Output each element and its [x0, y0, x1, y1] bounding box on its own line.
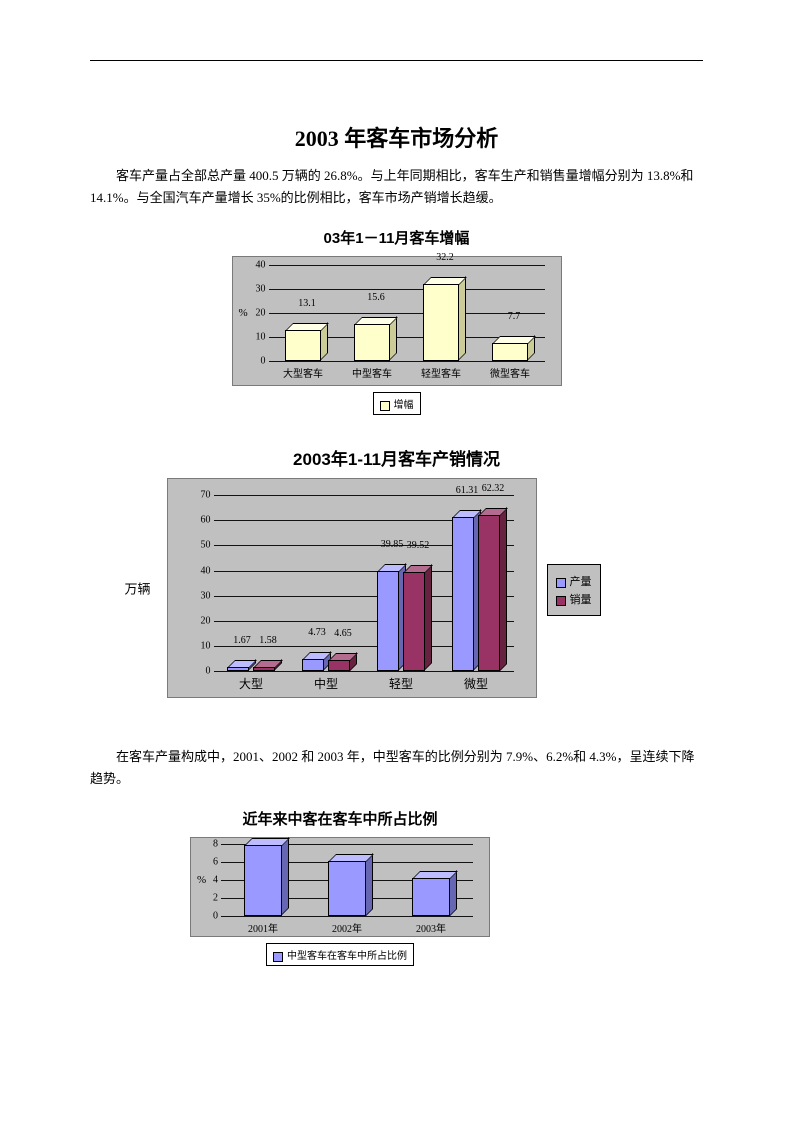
chart3-wrap: 近年来中客在客车中所占比例 024682001年2002年2003年 % 中型客… — [190, 808, 490, 966]
chart1-legend-wrap: 增幅 — [232, 392, 562, 415]
legend-item: 产量 — [556, 573, 592, 589]
bar — [478, 515, 500, 672]
chart3-frame: 024682001年2002年2003年 % — [190, 837, 490, 937]
xcat: 轻型 — [389, 671, 413, 692]
value-label: 61.31 — [456, 485, 479, 496]
value-label: 7.7 — [508, 311, 521, 322]
chart1-frame: 01020304013.1大型客车15.6中型客车32.2轻型客车7.7微型客车… — [232, 256, 562, 386]
ytick: 40 — [201, 565, 214, 576]
ytick: 10 — [256, 332, 269, 343]
chart1-wrap: 03年1－11月客车增幅 01020304013.1大型客车15.6中型客车32… — [232, 227, 562, 415]
chart1-title: 03年1－11月客车增幅 — [232, 227, 562, 248]
legend-swatch — [273, 952, 283, 962]
value-label: 39.52 — [407, 540, 430, 551]
xcat: 微型 — [464, 671, 488, 692]
xcat: 大型客车 — [283, 361, 323, 380]
ytick: 20 — [201, 615, 214, 626]
chart3-legend: 中型客车在客车中所占比例 — [266, 943, 414, 966]
value-label: 4.73 — [308, 627, 326, 638]
xcat: 轻型客车 — [421, 361, 461, 380]
legend-swatch — [556, 578, 566, 588]
ytick: 50 — [201, 540, 214, 551]
chart2-ylabel: 万辆 — [125, 579, 151, 598]
chart1-plot: 01020304013.1大型客车15.6中型客车32.2轻型客车7.7微型客车 — [269, 265, 545, 361]
ytick: 0 — [261, 356, 269, 367]
bar — [354, 324, 390, 361]
chart1-legend: 增幅 — [373, 392, 421, 415]
xcat: 2002年 — [332, 916, 362, 935]
ytick: 40 — [256, 260, 269, 271]
bar — [285, 330, 321, 361]
chart1-ylabel: % — [239, 307, 266, 319]
xcat: 2003年 — [416, 916, 446, 935]
chart2-plot: 0102030405060701.671.58大型4.734.65中型39.85… — [214, 495, 514, 671]
ytick: 8 — [213, 839, 221, 850]
bar — [328, 861, 366, 917]
mid-paragraph: 在客车产量构成中，2001、2002 和 2003 年，中型客车的比例分别为 7… — [90, 746, 703, 790]
legend-swatch — [556, 596, 566, 606]
ytick: 30 — [256, 284, 269, 295]
chart2-title: 2003年1-11月客车产销情况 — [167, 445, 627, 470]
ytick: 70 — [201, 490, 214, 501]
legend-label: 销量 — [570, 594, 592, 606]
chart3-ylabel: % — [197, 874, 224, 886]
ytick: 6 — [213, 857, 221, 868]
chart1-legend-text: 增幅 — [394, 400, 414, 411]
chart3-plot: 024682001年2002年2003年 — [221, 844, 473, 916]
bar — [244, 845, 282, 916]
ytick: 30 — [201, 590, 214, 601]
chart2-frame: 0 10 20 30 40 50 60 70 1.67 1.58 大型 4.73 4.65 中型 39.85… — [167, 478, 537, 698]
legend-item: 销量 — [556, 591, 592, 607]
value-label: 1.67 — [233, 635, 251, 646]
chart2-wrap: 2003年1-11月客车产销情况 0 10 20 30 40 50 60 70 1.67 1.58… — [167, 445, 627, 698]
bar — [492, 343, 528, 361]
xcat: 中型 — [314, 671, 338, 692]
xcat: 大型 — [239, 671, 263, 692]
page-title: 2003 年客车市场分析 — [90, 121, 703, 153]
ytick: 0 — [213, 911, 221, 922]
chart3-legend-wrap: 中型客车在客车中所占比例 — [190, 943, 490, 966]
ytick: 2 — [213, 893, 221, 904]
chart3-legend-text: 中型客车在客车中所占比例 — [287, 951, 407, 962]
value-label: 39.85 — [381, 539, 404, 550]
bar — [403, 572, 425, 671]
value-label: 1.58 — [259, 635, 277, 646]
intro-paragraph: 客车产量占全部总产量 400.5 万辆的 26.8%。与上年同期相比，客车生产和… — [90, 165, 703, 209]
bar — [377, 571, 399, 671]
bar — [412, 878, 450, 917]
top-rule — [90, 60, 703, 61]
xcat: 微型客车 — [490, 361, 530, 380]
chart2-legend: 产量销量 — [547, 564, 601, 616]
legend-label: 产量 — [570, 576, 592, 588]
ytick: 60 — [201, 515, 214, 526]
legend-swatch — [380, 401, 390, 411]
bar — [328, 660, 350, 672]
chart3-title: 近年来中客在客车中所占比例 — [190, 808, 490, 829]
bar — [452, 517, 474, 671]
value-label: 4.65 — [334, 628, 352, 639]
xcat: 2001年 — [248, 916, 278, 935]
value-label: 13.1 — [298, 298, 316, 309]
bar — [423, 284, 459, 361]
value-label: 32.2 — [436, 252, 454, 263]
value-label: 15.6 — [367, 292, 385, 303]
bar — [302, 659, 324, 671]
xcat: 中型客车 — [352, 361, 392, 380]
ytick: 10 — [201, 641, 214, 652]
ytick: 0 — [206, 666, 214, 677]
value-label: 62.32 — [482, 483, 505, 494]
